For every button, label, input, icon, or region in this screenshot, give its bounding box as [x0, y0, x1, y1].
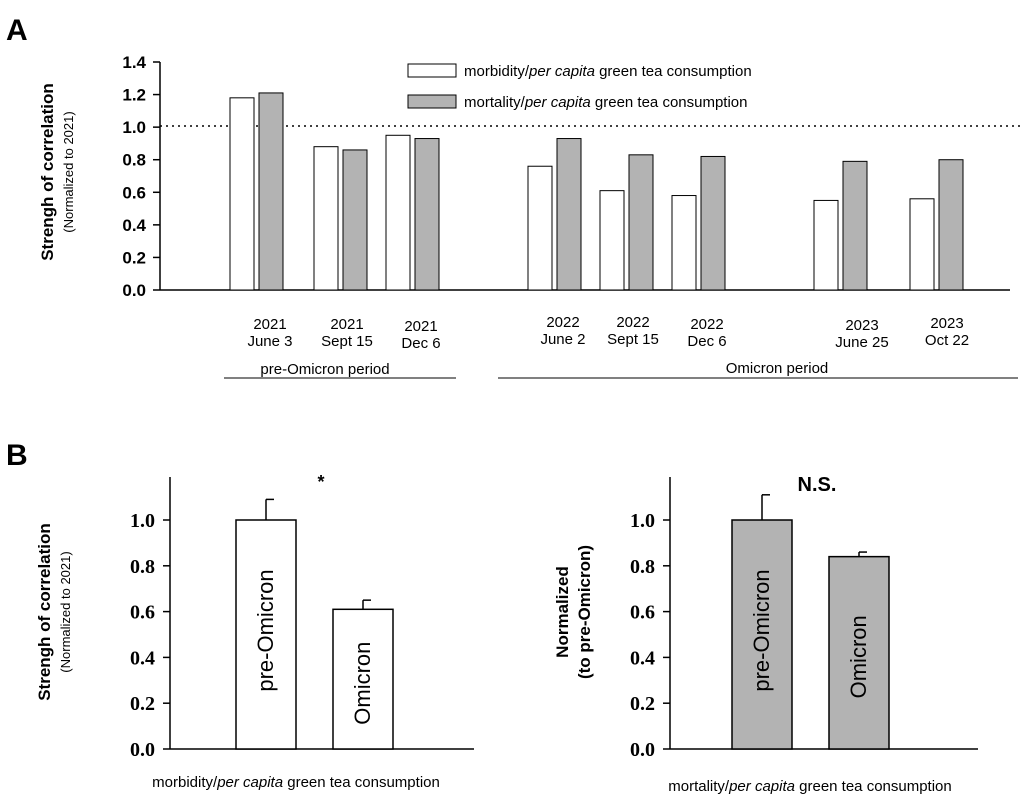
panel-b-left-y-tick-label: 0.0 [130, 739, 155, 761]
panel-b-left-xlabel: morbidity/per capita green tea consumpti… [152, 774, 440, 791]
panel-a-y-tick-label: 1.4 [122, 53, 146, 72]
panel-b-right-ylabel-group: Normalized [553, 566, 572, 658]
panel-b-right-bar-label: Omicron [846, 615, 871, 698]
panel-b-right-plot: 0.0 0.2 0.4 0.6 0.8 1.0 pre-Omicron Omicron [630, 494, 890, 761]
panel-a-y-tick-label: 0.6 [122, 183, 146, 202]
panel-b-right-ylabel: Normalized [553, 566, 572, 658]
panel-a-bars [229, 92, 964, 291]
panel-b-label: B [6, 439, 28, 472]
panel-a-x-label-date: Sept 15 [607, 331, 659, 348]
morbidity-bar [671, 195, 697, 291]
mortality-bar [938, 159, 964, 291]
panel-a-legend: morbidity/per capita green tea consumpti… [407, 63, 752, 111]
panel-b-right-ylabel-sub: (to pre-Omicron) [575, 545, 594, 679]
panel-a-x-label-year: 2021 [404, 318, 437, 335]
panel-a-y-axis: 0.0 0.2 0.4 0.6 0.8 1.0 1.2 1.4 [122, 53, 160, 300]
panel-a-ylabel-sub: (Normalized to 2021) [61, 111, 76, 232]
panel-b-left-bar-label: Omicron [350, 642, 375, 725]
panel-b-left-bar [235, 519, 297, 750]
panel-a-x-label-year: 2022 [616, 314, 649, 331]
panel-a-x-label-year: 2021 [253, 316, 286, 333]
panel-a-x-label-date: June 25 [835, 334, 888, 351]
mortality-bar [842, 160, 868, 291]
panel-a-y-tick-label: 1.2 [122, 86, 146, 105]
panel-a-y-tick-label: 0.8 [122, 151, 146, 170]
morbidity-bar [385, 134, 411, 291]
panel-a-y-tick-label: 0.2 [122, 248, 146, 267]
panel-b-right-y-tick-label: 0.0 [630, 739, 655, 761]
mortality-bar [556, 138, 582, 291]
panel-a-x-label-date: Dec 6 [687, 333, 726, 350]
mortality-bar [342, 149, 368, 291]
morbidity-bar [813, 199, 839, 291]
panel-a-x-label-date: Dec 6 [401, 335, 440, 352]
panel-b-left-y-tick-label: 0.2 [130, 693, 155, 715]
pre-omicron-period-label: pre-Omicron period [260, 361, 389, 378]
panel-b-left-y-tick-label: 0.6 [130, 602, 155, 624]
panel-a-x-label-year: 2023 [930, 315, 963, 332]
legend-morbidity-label: morbidity/per capita green tea consumpti… [464, 63, 752, 80]
panel-b-right-y-tick-label: 0.2 [630, 693, 655, 715]
panel-b-left-ylabel-sub-group: (Normalized to 2021) [58, 551, 73, 672]
panel-b-right-y-tick-label: 0.4 [630, 647, 655, 669]
panel-b-right-bar [828, 555, 890, 750]
panel-a-x-label-year: 2023 [845, 317, 878, 334]
legend-swatch-mortality [407, 94, 457, 109]
panel-b-right-y-tick-label: 1.0 [630, 510, 655, 532]
panel-a-ylabel-sub-group: (Normalized to 2021) [61, 111, 76, 232]
panel-b-left-ylabel-group: Strengh of correlation [35, 523, 54, 701]
panel-b-left-ylabel: Strengh of correlation [35, 523, 54, 701]
mortality-bar [628, 154, 654, 291]
panel-a-y-tick-label: 1.0 [122, 118, 146, 137]
panel-b-right-y-tick-label: 0.6 [630, 602, 655, 624]
panel-b-left-significance: * [317, 472, 324, 492]
legend-swatch-morbidity [407, 63, 457, 78]
morbidity-bar [909, 198, 935, 291]
panel-b-left-y-tick-label: 0.4 [130, 647, 155, 669]
panel-a-y-tick-label: 0.4 [122, 216, 146, 235]
mortality-bar [258, 92, 284, 291]
mortality-bar [700, 155, 726, 291]
panel-b-right-bar [731, 519, 793, 750]
omicron-period-label: Omicron period [726, 360, 829, 377]
morbidity-bar [599, 190, 625, 291]
panel-b-left-y-tick-label: 0.8 [130, 556, 155, 578]
panel-b-right-bar-label: pre-Omicron [749, 569, 774, 691]
panel-b-right-significance: N.S. [798, 474, 837, 496]
panel-b-left-bar [332, 608, 394, 750]
panel-a-x-label-date: Oct 22 [925, 332, 969, 349]
panel-a-label: A [6, 14, 28, 47]
panel-a-x-label-date: June 2 [540, 331, 585, 348]
panel-a-x-label-year: 2022 [690, 316, 723, 333]
morbidity-bar [229, 97, 255, 291]
panel-b-left-ylabel-sub: (Normalized to 2021) [58, 551, 73, 672]
panel-b-right-xlabel: mortality/per capita green tea consumpti… [668, 778, 952, 795]
panel-a-y-tick-label: 0.0 [122, 281, 146, 300]
panel-a-ylabel-group: Strengh of correlation [38, 83, 57, 261]
panel-b-left-plot: 0.0 0.2 0.4 0.6 0.8 1.0 pre-Omicron Omicron [130, 498, 394, 761]
panel-a-x-label-date: June 3 [247, 333, 292, 350]
panel-b-left-y-tick-label: 1.0 [130, 510, 155, 532]
panel-a-x-label-year: 2022 [546, 314, 579, 331]
morbidity-bar [313, 146, 339, 291]
panel-a-ylabel: Strengh of correlation [38, 83, 57, 261]
panel-b-right-ylabel-sub-group: (to pre-Omicron) [575, 545, 594, 679]
panel-a-x-label-date: Sept 15 [321, 333, 373, 350]
panel-a-x-label-year: 2021 [330, 316, 363, 333]
panel-b-right-y-tick-label: 0.8 [630, 556, 655, 578]
legend-mortality-label: mortality/per capita green tea consumpti… [464, 94, 748, 111]
mortality-bar [414, 138, 440, 291]
morbidity-bar [527, 165, 553, 291]
panel-b-left-bar-label: pre-Omicron [253, 569, 278, 691]
